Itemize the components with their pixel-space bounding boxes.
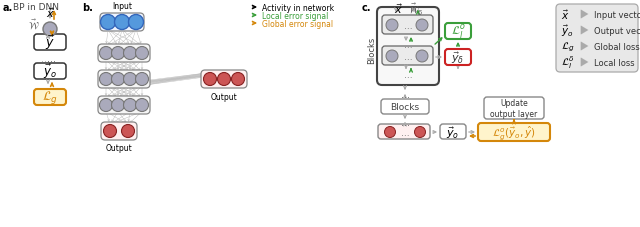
FancyBboxPatch shape — [101, 122, 137, 140]
Circle shape — [99, 47, 113, 60]
Circle shape — [129, 15, 143, 30]
Text: Output: Output — [211, 93, 237, 101]
Text: ...: ... — [42, 54, 51, 64]
Circle shape — [43, 23, 57, 37]
Circle shape — [386, 20, 398, 32]
FancyBboxPatch shape — [440, 124, 466, 139]
Text: $\vec{y}_o$: $\vec{y}_o$ — [43, 63, 57, 81]
Circle shape — [124, 73, 136, 86]
Circle shape — [124, 47, 136, 60]
FancyBboxPatch shape — [556, 5, 638, 73]
Circle shape — [115, 15, 129, 30]
FancyBboxPatch shape — [478, 123, 550, 141]
FancyBboxPatch shape — [98, 45, 150, 63]
Circle shape — [111, 73, 125, 86]
Circle shape — [204, 73, 216, 86]
FancyBboxPatch shape — [377, 8, 439, 86]
Text: ...: ... — [404, 21, 412, 30]
Circle shape — [111, 99, 125, 112]
Text: Blocks: Blocks — [390, 103, 420, 112]
Text: $\mathcal{L}_l^\delta$: $\mathcal{L}_l^\delta$ — [451, 22, 465, 42]
FancyBboxPatch shape — [98, 71, 150, 89]
Text: Global error signal: Global error signal — [262, 20, 333, 28]
Text: $\vec{x}$: $\vec{x}$ — [45, 6, 54, 20]
Text: $\vec{y}_\delta$: $\vec{y}_\delta$ — [451, 50, 465, 66]
Circle shape — [385, 127, 396, 138]
Text: b.: b. — [82, 3, 93, 13]
FancyBboxPatch shape — [445, 50, 471, 66]
FancyBboxPatch shape — [378, 124, 430, 139]
FancyBboxPatch shape — [34, 90, 66, 106]
FancyBboxPatch shape — [34, 35, 66, 51]
Text: $\mathcal{L}_g$: $\mathcal{L}_g$ — [42, 89, 58, 106]
Text: a.: a. — [3, 3, 13, 13]
Text: Output: Output — [106, 143, 132, 152]
Circle shape — [104, 125, 116, 138]
Text: ...: ... — [401, 128, 410, 137]
Text: Local loss: Local loss — [594, 58, 635, 67]
Text: $\mathcal{L}_l^\delta$: $\mathcal{L}_l^\delta$ — [561, 54, 574, 71]
FancyBboxPatch shape — [381, 100, 429, 114]
Circle shape — [416, 51, 428, 63]
FancyBboxPatch shape — [382, 47, 433, 66]
Circle shape — [386, 51, 398, 63]
Text: ...: ... — [401, 118, 410, 127]
FancyBboxPatch shape — [100, 14, 144, 32]
Circle shape — [122, 125, 134, 138]
Text: $\vec{y}_o$: $\vec{y}_o$ — [446, 125, 460, 140]
Text: $\vec{x}$: $\vec{x}$ — [394, 2, 403, 16]
Text: $\vec{\mathcal{W}}_\delta$: $\vec{\mathcal{W}}_\delta$ — [408, 2, 424, 18]
Text: ...: ... — [404, 52, 412, 61]
FancyBboxPatch shape — [201, 71, 247, 89]
Text: c.: c. — [362, 3, 371, 13]
Text: Local error signal: Local error signal — [262, 11, 328, 20]
Text: Output vector: Output vector — [594, 26, 640, 35]
FancyBboxPatch shape — [98, 96, 150, 114]
Text: Input: Input — [112, 2, 132, 11]
Text: Global loss: Global loss — [594, 42, 640, 51]
Text: Update
output layer: Update output layer — [490, 99, 538, 118]
Circle shape — [232, 73, 244, 86]
Text: Activity in network: Activity in network — [262, 3, 334, 12]
Circle shape — [136, 47, 148, 60]
Text: ...: ... — [404, 70, 412, 79]
FancyBboxPatch shape — [382, 16, 433, 35]
Circle shape — [136, 73, 148, 86]
Circle shape — [100, 15, 115, 30]
Text: $\mathcal{L}_g^o(\vec{y}_o, \hat{y})$: $\mathcal{L}_g^o(\vec{y}_o, \hat{y})$ — [492, 123, 536, 141]
Circle shape — [136, 99, 148, 112]
Circle shape — [111, 47, 125, 60]
Circle shape — [124, 99, 136, 112]
FancyBboxPatch shape — [34, 64, 66, 80]
FancyBboxPatch shape — [445, 24, 471, 40]
Text: BP in DNN: BP in DNN — [13, 3, 59, 12]
FancyBboxPatch shape — [484, 98, 544, 119]
Circle shape — [415, 127, 426, 138]
Text: Blocks: Blocks — [367, 36, 376, 63]
Circle shape — [416, 20, 428, 32]
Text: ...: ... — [401, 90, 410, 100]
Text: $\vec{x}$: $\vec{x}$ — [561, 8, 570, 22]
Text: $\vec{y}$: $\vec{y}$ — [45, 34, 55, 52]
Text: ...: ... — [404, 40, 412, 49]
Circle shape — [99, 99, 113, 112]
Text: $\vec{\mathcal{W}}$: $\vec{\mathcal{W}}$ — [28, 18, 40, 32]
Circle shape — [99, 73, 113, 86]
Text: Input vector: Input vector — [594, 10, 640, 20]
Text: ...: ... — [47, 54, 56, 64]
Text: $\vec{y}_o$: $\vec{y}_o$ — [561, 23, 573, 39]
Text: $\mathcal{L}_g$: $\mathcal{L}_g$ — [561, 40, 575, 54]
Circle shape — [218, 73, 230, 86]
